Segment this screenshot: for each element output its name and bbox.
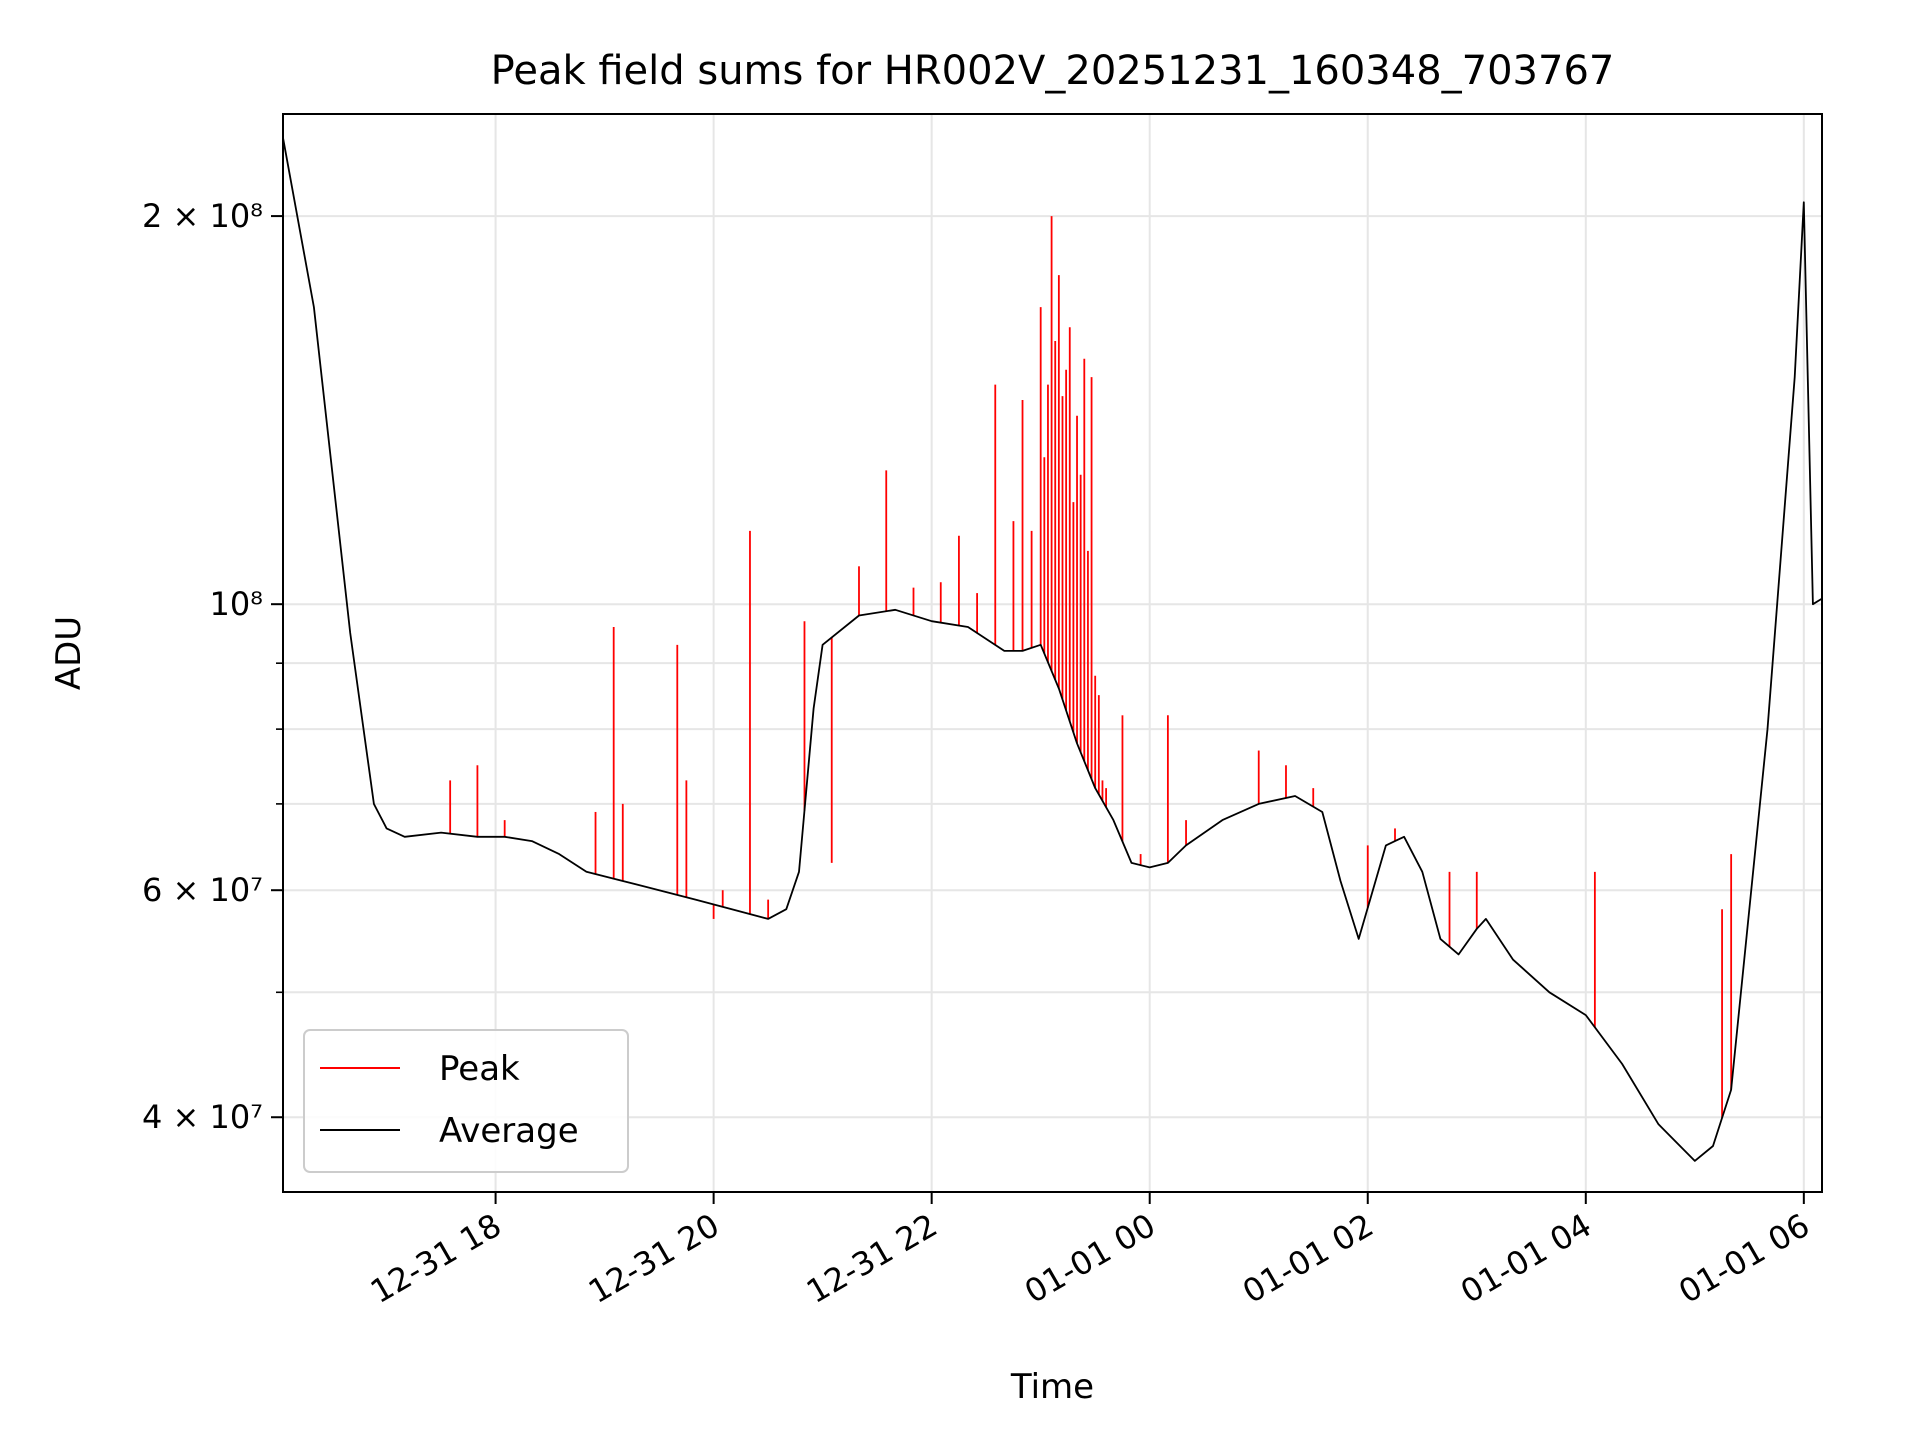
y-tick-label: 2 × 10⁸ (142, 197, 263, 235)
y-tick-label: 10⁸ (209, 585, 263, 623)
average-series-line (283, 137, 1822, 1162)
y-tick-label: 6 × 10⁷ (142, 871, 263, 909)
legend-box (303, 1029, 629, 1173)
chart-title: Peak field sums for HR002V_20251231_1603… (491, 48, 1615, 94)
plot-area (283, 137, 1822, 1162)
axes-frame (282, 113, 1823, 1193)
legend: Peak Average (303, 1029, 629, 1173)
legend-label-peak: Peak (439, 1049, 520, 1089)
y-axis-label: ADU (49, 616, 89, 690)
y-tick-label: 4 × 10⁷ (142, 1098, 263, 1136)
legend-label-average: Average (439, 1111, 579, 1151)
x-axis-label: Time (1010, 1367, 1094, 1407)
